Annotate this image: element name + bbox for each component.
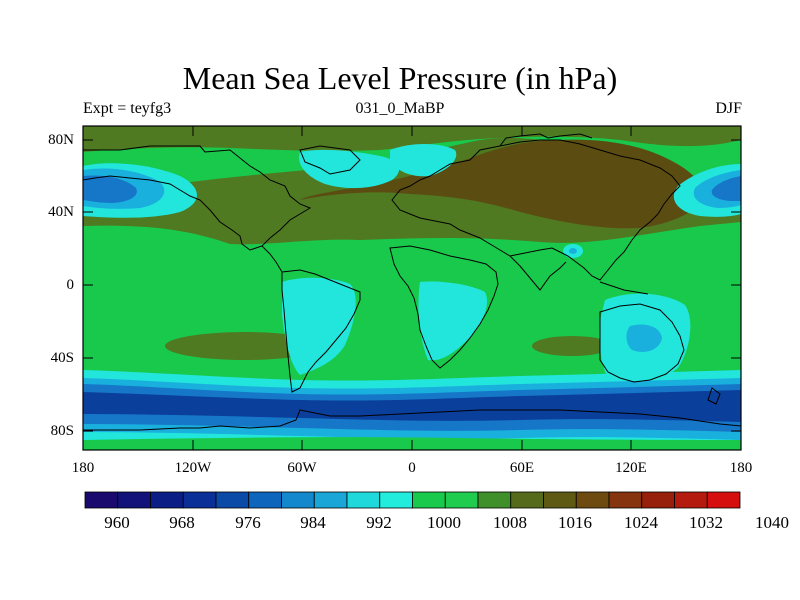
colorbar-box xyxy=(313,491,348,509)
colorbar-box xyxy=(150,491,184,509)
season-label: DJF xyxy=(715,100,742,117)
colorbar-box xyxy=(477,491,512,509)
field-greenland-low xyxy=(390,144,457,177)
x-tick-label: 120E xyxy=(615,460,647,476)
colorbar-box xyxy=(575,491,610,509)
y-tick-label: 40S xyxy=(50,350,74,366)
colorbar-label: 1032 xyxy=(689,513,723,532)
colorbar-box xyxy=(412,491,446,509)
field-asian-high xyxy=(300,139,703,229)
colorbar-box xyxy=(706,491,741,509)
field-aleutian-low-blue xyxy=(83,175,137,203)
colorbar-box xyxy=(444,491,479,509)
colorbar-box xyxy=(281,491,315,509)
colorbar-box xyxy=(641,491,675,509)
colorbar-box xyxy=(215,491,250,509)
map-title: Mean Sea Level Pressure (in hPa) xyxy=(182,60,618,96)
colorbar-label: 960 xyxy=(104,513,130,532)
colorbar-box xyxy=(379,491,413,509)
coast-australia xyxy=(599,303,685,383)
colorbar-box xyxy=(543,491,577,509)
field-arctic-olive xyxy=(83,126,741,152)
y-tick-label: 80S xyxy=(50,423,74,439)
colorbar-label: 1008 xyxy=(493,513,527,532)
coast-antarctica xyxy=(83,409,741,431)
pressure-field xyxy=(83,126,741,450)
colorbar-box xyxy=(608,491,643,509)
x-tick-label: 120W xyxy=(174,460,212,476)
colorbar-box xyxy=(674,491,708,509)
field-south-indian-high xyxy=(532,336,612,356)
coast-indonesia xyxy=(599,281,649,295)
y-tick-label: 80N xyxy=(48,132,74,148)
x-tick-label: 60E xyxy=(509,460,535,476)
colorbar xyxy=(84,491,741,509)
y-tick-label: 0 xyxy=(66,277,75,293)
coast-north-america xyxy=(83,145,312,251)
x-tick-label: 180 xyxy=(71,460,95,476)
coast-africa xyxy=(389,245,499,369)
y-tick-label: 40N xyxy=(48,204,74,220)
coast-south-america xyxy=(281,269,361,393)
colorbar-label: 1000 xyxy=(427,513,461,532)
colorbar-label: 992 xyxy=(366,513,392,532)
coast-india xyxy=(509,255,567,291)
experiment-label: Expt = teyfg3 xyxy=(83,100,172,117)
colorbar-label: 1024 xyxy=(624,513,658,532)
coastlines xyxy=(83,133,741,431)
coast-arctic-islands xyxy=(499,133,593,147)
coast-greenland xyxy=(299,145,361,175)
y-axis-ticks xyxy=(83,139,741,432)
coast-new-zealand xyxy=(707,387,721,405)
coast-central-america xyxy=(261,245,283,273)
colorbar-box xyxy=(84,491,119,509)
run-label: 031_0_MaBP xyxy=(355,100,445,117)
field-australia-low-core xyxy=(626,324,662,352)
colorbar-label: 1040 xyxy=(755,513,789,532)
x-tick-label: 0 xyxy=(408,460,416,476)
x-tick-label: 180 xyxy=(729,460,753,476)
colorbar-box xyxy=(248,491,282,509)
coast-eurasia xyxy=(391,139,681,281)
colorbar-box xyxy=(117,491,151,509)
field-iceland-low xyxy=(299,149,400,189)
colorbar-box xyxy=(510,491,544,509)
colorbar-label: 968 xyxy=(169,513,195,532)
field-south-america-low xyxy=(282,277,356,375)
colorbar-label: 1016 xyxy=(558,513,592,532)
field-aleutian-low-east-blue xyxy=(711,176,741,201)
colorbar-box xyxy=(346,491,381,509)
field-light-blue-spot xyxy=(569,248,577,254)
x-axis-ticks xyxy=(82,126,742,450)
colorbar-label: 976 xyxy=(235,513,261,532)
field-south-pacific-high xyxy=(165,332,325,360)
x-tick-label: 60W xyxy=(287,460,317,476)
field-southern-deep-belt xyxy=(83,390,741,422)
colorbar-box xyxy=(182,491,217,509)
field-africa-low xyxy=(418,281,488,361)
colorbar-label: 984 xyxy=(300,513,326,532)
